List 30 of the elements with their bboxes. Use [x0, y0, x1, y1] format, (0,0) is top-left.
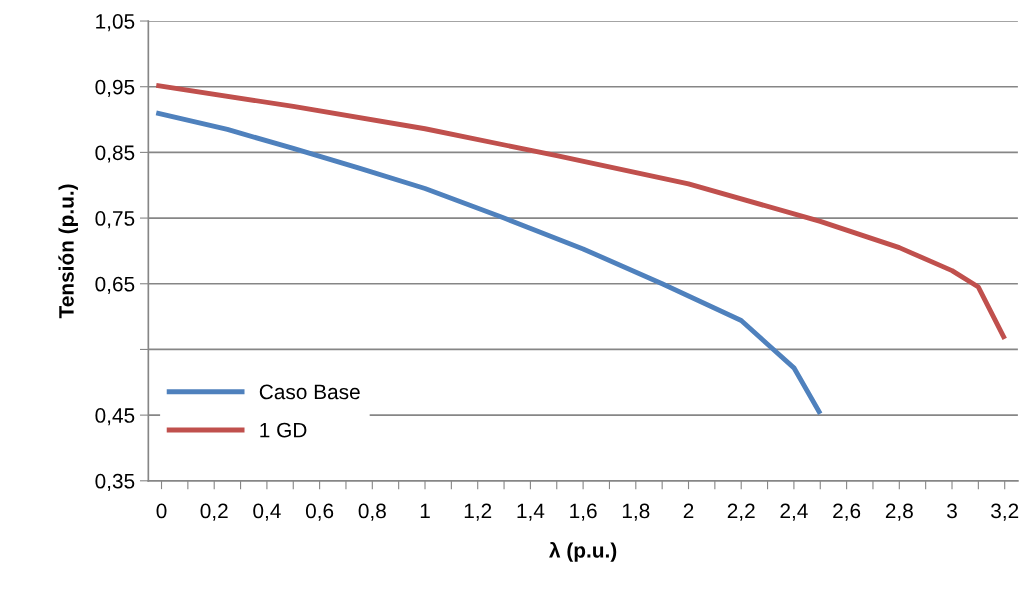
x-axis-title: λ (p.u.): [549, 541, 617, 562]
x-tick-label: 2: [683, 503, 694, 519]
x-tick-label: 1: [420, 503, 430, 519]
x-tick-label: 1,4: [517, 503, 545, 521]
legend-label: 1 GD: [260, 422, 307, 438]
y-tick-label: 0,45: [95, 408, 135, 426]
x-tick-label: 0,6: [305, 503, 334, 521]
y-tick-label: 0,65: [95, 276, 135, 294]
x-tick-label: 1,6: [570, 503, 597, 521]
x-tick-label: 0,8: [358, 503, 386, 521]
line-series: [153, 82, 1008, 342]
x-tick-label: 1,8: [622, 503, 650, 521]
x-tick-label: 0,4: [253, 503, 281, 521]
x-tick-label: 2,2: [727, 503, 755, 521]
x-tick-label: 1,2: [464, 503, 492, 521]
x-tick-label: 3,2: [991, 503, 1019, 521]
x-tick-label: 2,8: [885, 503, 913, 521]
y-tick-label: 0,75: [95, 211, 135, 229]
y-tick-label: 0,95: [95, 79, 135, 97]
y-tick-label: 0,35: [95, 473, 135, 492]
x-tick-label: 2,6: [833, 503, 861, 521]
y-tick-label: 0,85: [95, 145, 135, 163]
x-tick-label: 3: [947, 503, 957, 519]
x-tick-label: 0: [156, 503, 167, 519]
x-tick-label: 0,2: [200, 503, 228, 521]
line-series: [153, 110, 823, 417]
y-tick-label: 1,05: [96, 14, 135, 32]
y-axis-title: Tensión (p.u.): [58, 184, 78, 319]
legend-label: Caso Base: [259, 384, 360, 400]
x-tick-label: 2,4: [780, 503, 808, 521]
